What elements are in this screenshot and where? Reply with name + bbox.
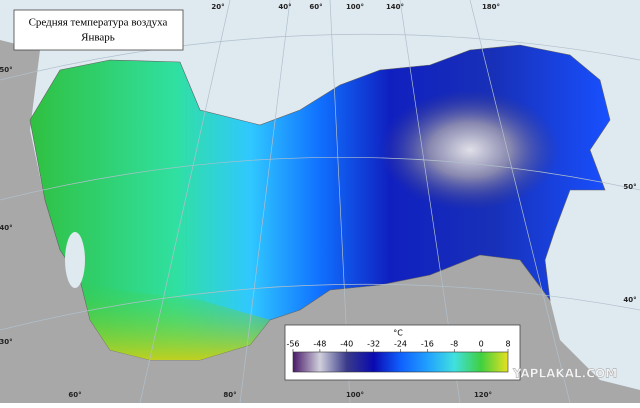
coordinate-label: 100° <box>346 3 364 11</box>
coordinate-label: 60° <box>68 391 81 399</box>
watermark: YAPLAKAL.COM <box>512 367 617 381</box>
coordinate-label: 50° <box>0 66 13 74</box>
coordinate-label: 50° <box>623 183 636 191</box>
coordinate-label: 30° <box>0 338 13 346</box>
colorbar-tick-label: -24 <box>394 340 407 349</box>
neighbor-land <box>0 40 640 403</box>
colorbar-tick-label: -48 <box>313 340 326 349</box>
coordinate-label: 140° <box>386 3 404 11</box>
colorbar-tick-label: -40 <box>340 340 353 349</box>
coordinate-label: 20° <box>211 3 224 11</box>
title: Средняя температура воздуха <box>29 17 168 29</box>
coordinate-label: 40° <box>278 3 291 11</box>
coordinate-label: 180° <box>482 3 500 11</box>
coordinate-label: 40° <box>0 224 13 232</box>
colorbar-tick-label: -16 <box>421 340 434 349</box>
warm-south <box>80 280 270 360</box>
caspian <box>65 232 85 288</box>
title-box <box>13 9 184 51</box>
cold-pole <box>380 90 560 210</box>
coordinate-label: 120° <box>474 391 492 399</box>
coordinate-label: 60° <box>309 3 322 11</box>
legend: -56 -48 -40 -32 -24 -16 -8 0 8 <box>286 340 511 373</box>
colorbar-tick-label: -32 <box>367 340 380 349</box>
colorbar <box>292 351 509 373</box>
colorbar-tick-label: -8 <box>450 340 458 349</box>
coordinate-label: 80° <box>223 391 236 399</box>
subtitle: Январь <box>81 32 115 44</box>
coordinate-label: 40° <box>623 296 636 304</box>
colorbar-tick-label: 0 <box>479 340 484 349</box>
legend-unit: °C <box>393 329 403 338</box>
coordinate-label: 100° <box>346 391 364 399</box>
coordinates: 20° 40° 60° 100° 140° 180° 50° 40° 30° 60° 80° 100°… <box>0 3 637 399</box>
colorbar-tick-label: 8 <box>505 340 510 349</box>
colorbar-tick-label: -56 <box>286 340 299 349</box>
